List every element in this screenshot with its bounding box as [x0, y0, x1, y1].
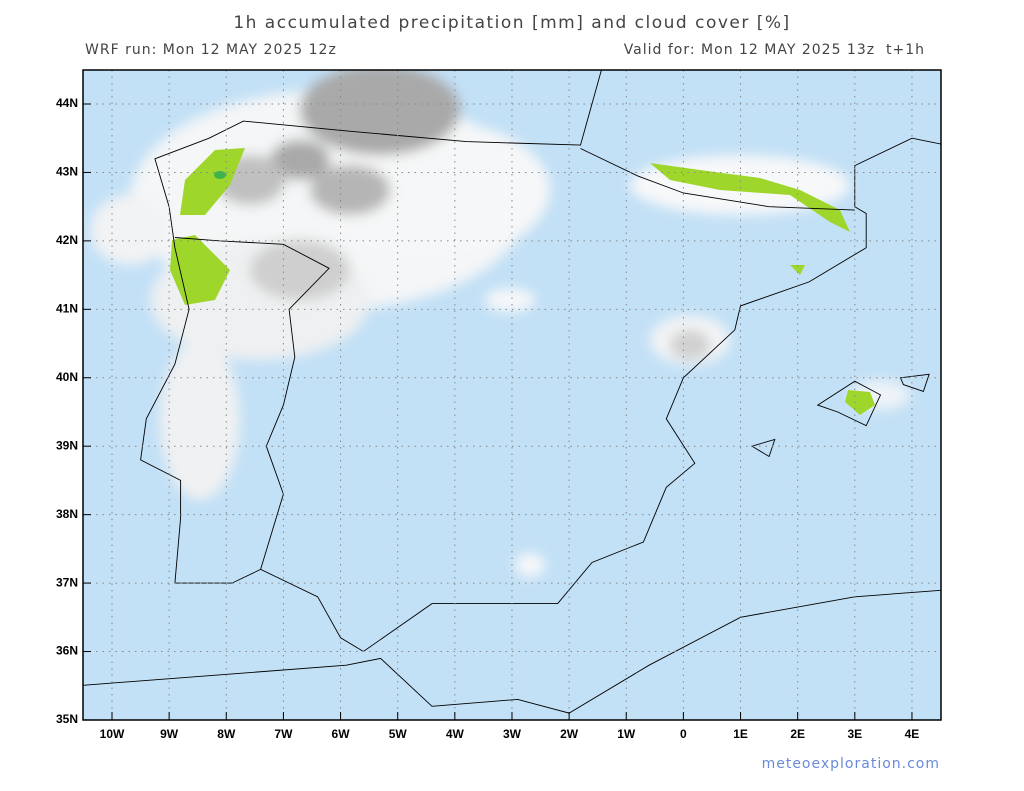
island — [750, 438, 776, 458]
lon-label: 2E — [790, 727, 805, 741]
axes: 44N 43N 42N 41N 40N 39N 38N 37N 36N 35N 10W 9W 8W 7W 6… — [56, 96, 919, 741]
lon-label: 4W — [446, 727, 465, 741]
lon-label: 8W — [217, 727, 236, 741]
coastline — [83, 589, 941, 714]
lat-label: 36N — [56, 644, 78, 658]
lon-label: 5W — [389, 727, 408, 741]
lon-label: 2W — [560, 727, 579, 741]
coastline — [174, 237, 330, 570]
lon-label: 1E — [733, 727, 748, 741]
island — [816, 380, 882, 427]
map-area — [83, 70, 941, 720]
lat-label: 35N — [56, 712, 78, 726]
lat-label: 40N — [56, 370, 78, 384]
valid-info: Valid for: Mon 12 MAY 2025 13z t+1h — [624, 42, 925, 58]
lon-label: 0 — [680, 727, 687, 741]
lon-label: 6W — [332, 727, 351, 741]
lon-label: 7W — [274, 727, 293, 741]
lat-label: 39N — [56, 438, 78, 452]
run-info: WRF run: Mon 12 MAY 2025 12z — [85, 42, 337, 58]
precipitation — [170, 148, 875, 415]
lon-label: 3E — [847, 727, 862, 741]
lat-label: 44N — [56, 96, 78, 110]
lat-label: 38N — [56, 507, 78, 521]
lon-label: 1W — [617, 727, 636, 741]
lat-label: 42N — [56, 233, 78, 247]
lon-label: 3W — [503, 727, 522, 741]
lon-label: 4E — [905, 727, 920, 741]
lat-label: 43N — [56, 165, 78, 179]
graticule — [83, 70, 941, 720]
title: 1h accumulated precipitation [mm] and cl… — [233, 13, 790, 33]
island — [899, 373, 930, 392]
lon-label: 9W — [160, 727, 179, 741]
lat-label: 37N — [56, 575, 78, 589]
lon-label: 10W — [100, 727, 125, 741]
credit: meteoexploration.com — [762, 756, 940, 772]
lat-label: 41N — [56, 301, 78, 315]
